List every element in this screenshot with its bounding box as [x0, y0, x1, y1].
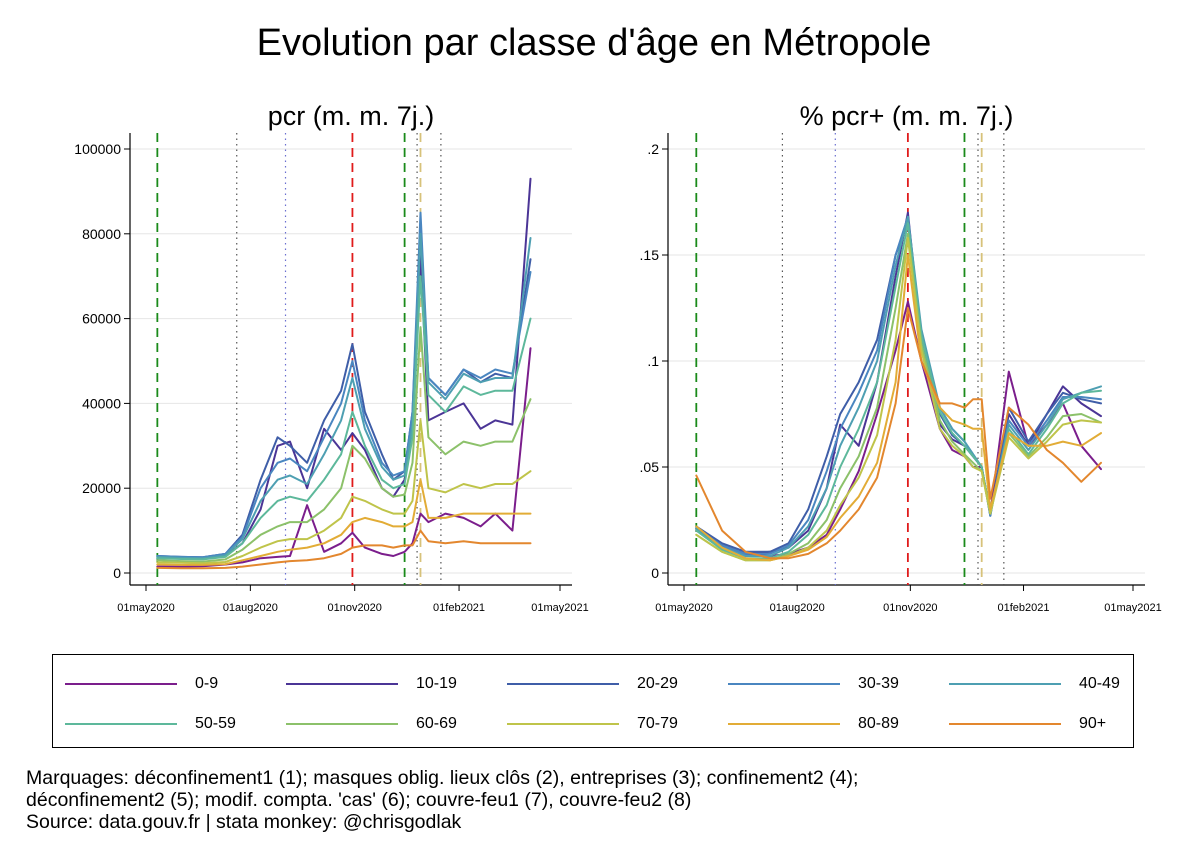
- legend-item-70-79: 70-79: [507, 714, 678, 734]
- legend-swatch: [286, 723, 398, 725]
- x-tick-label: 01feb2021: [998, 602, 1050, 614]
- y-tick-label: .05: [640, 459, 660, 475]
- chart-panel-1: pcr (m. m. 7j.) 0 20000 40000 60000 80000 1000…: [74, 101, 588, 614]
- legend-label: 30-39: [858, 675, 899, 692]
- legend-label: 10-19: [416, 675, 457, 692]
- series-line-60-69: [695, 232, 1102, 562]
- y-tick-label: .15: [640, 247, 660, 263]
- series-line-70-79: [156, 419, 532, 565]
- panel-title: % pcr+ (m. m. 7j.): [800, 101, 1014, 131]
- footnote-line-1: Marquages: déconfinement1 (1); masques o…: [26, 767, 859, 789]
- legend-item-80-89: 80-89: [728, 714, 899, 734]
- x-tick-label: 01may2021: [531, 602, 589, 614]
- legend-label: 40-49: [1079, 675, 1120, 692]
- series-line-60-69: [156, 326, 532, 563]
- y-tick-label: .1: [647, 353, 659, 369]
- legend-swatch: [949, 683, 1061, 685]
- legend-item-60-69: 60-69: [286, 714, 457, 734]
- legend-swatch: [65, 723, 177, 725]
- x-tick-label: 01may2020: [655, 602, 713, 614]
- legend-label: 0-9: [195, 675, 219, 692]
- series-line-90+: [156, 529, 532, 570]
- legend: 0-9 10-19 20-29 30-39 40-49 50-59 60-69 70-79 80…: [52, 654, 1134, 748]
- footnote: Marquages: déconfinement1 (1); masques o…: [26, 767, 858, 833]
- x-tick-label: 01nov2020: [883, 602, 937, 614]
- legend-label: 90+: [1079, 715, 1107, 732]
- y-tick-label: .2: [647, 141, 659, 157]
- legend-label: 80-89: [858, 715, 899, 732]
- y-tick-label: 80000: [82, 226, 121, 242]
- series-line-30-39: [156, 211, 532, 559]
- series-line-40-49: [156, 232, 532, 560]
- series-line-10-19: [156, 177, 532, 560]
- x-tick-label: 01may2020: [117, 602, 175, 614]
- figure-title: Evolution par classe d'âge en Métropole: [256, 22, 932, 64]
- legend-item-20-29: 20-29: [507, 674, 678, 694]
- x-tick-label: 01feb2021: [433, 602, 485, 614]
- y-tick-label: 20000: [82, 480, 121, 496]
- legend-swatch: [728, 683, 840, 685]
- series-line-0-9: [156, 347, 532, 568]
- series-line-50-59: [156, 275, 532, 561]
- legend-swatch: [949, 723, 1061, 725]
- legend-item-50-59: 50-59: [65, 714, 236, 734]
- legend-swatch: [507, 723, 619, 725]
- y-tick-label: 0: [113, 565, 121, 581]
- legend-item-30-39: 30-39: [728, 674, 899, 694]
- legend-item-10-19: 10-19: [286, 674, 457, 694]
- x-tick-label: 01aug2020: [223, 602, 278, 614]
- legend-swatch: [507, 683, 619, 685]
- legend-label: 70-79: [637, 715, 678, 732]
- legend-label: 20-29: [637, 675, 678, 692]
- legend-swatch: [65, 683, 177, 685]
- legend-item-40-49: 40-49: [949, 674, 1120, 694]
- legend-label: 50-59: [195, 715, 236, 732]
- x-tick-label: 01nov2020: [327, 602, 381, 614]
- series-line-80-89: [156, 478, 532, 566]
- x-tick-label: 01may2021: [1104, 602, 1162, 614]
- footnote-line-2: déconfinement2 (5); modif. compta. 'cas'…: [26, 789, 692, 811]
- series-line-80-89: [695, 254, 1102, 562]
- y-tick-label: 100000: [74, 141, 121, 157]
- legend-item-90+: 90+: [949, 714, 1106, 734]
- y-tick-label: 60000: [82, 311, 121, 327]
- chart-panel-2: % pcr+ (m. m. 7j.) 0 .05 .1 .15 .2 01may2020 01…: [640, 101, 1162, 614]
- y-tick-label: 0: [651, 565, 659, 581]
- legend-swatch: [728, 723, 840, 725]
- x-tick-label: 01aug2020: [770, 602, 825, 614]
- y-tick-label: 40000: [82, 395, 121, 411]
- legend-swatch: [286, 683, 398, 685]
- footnote-line-3: Source: data.gouv.fr | stata monkey: @ch…: [26, 811, 462, 833]
- charts-canvas: pcr (m. m. 7j.) 0 20000 40000 60000 80000 1000…: [74, 101, 1162, 614]
- panel-title: pcr (m. m. 7j.): [268, 101, 435, 131]
- legend-label: 60-69: [416, 715, 457, 732]
- legend-item-0-9: 0-9: [65, 674, 218, 694]
- series-line-50-59: [695, 222, 1102, 560]
- series-line-90+: [695, 307, 1102, 560]
